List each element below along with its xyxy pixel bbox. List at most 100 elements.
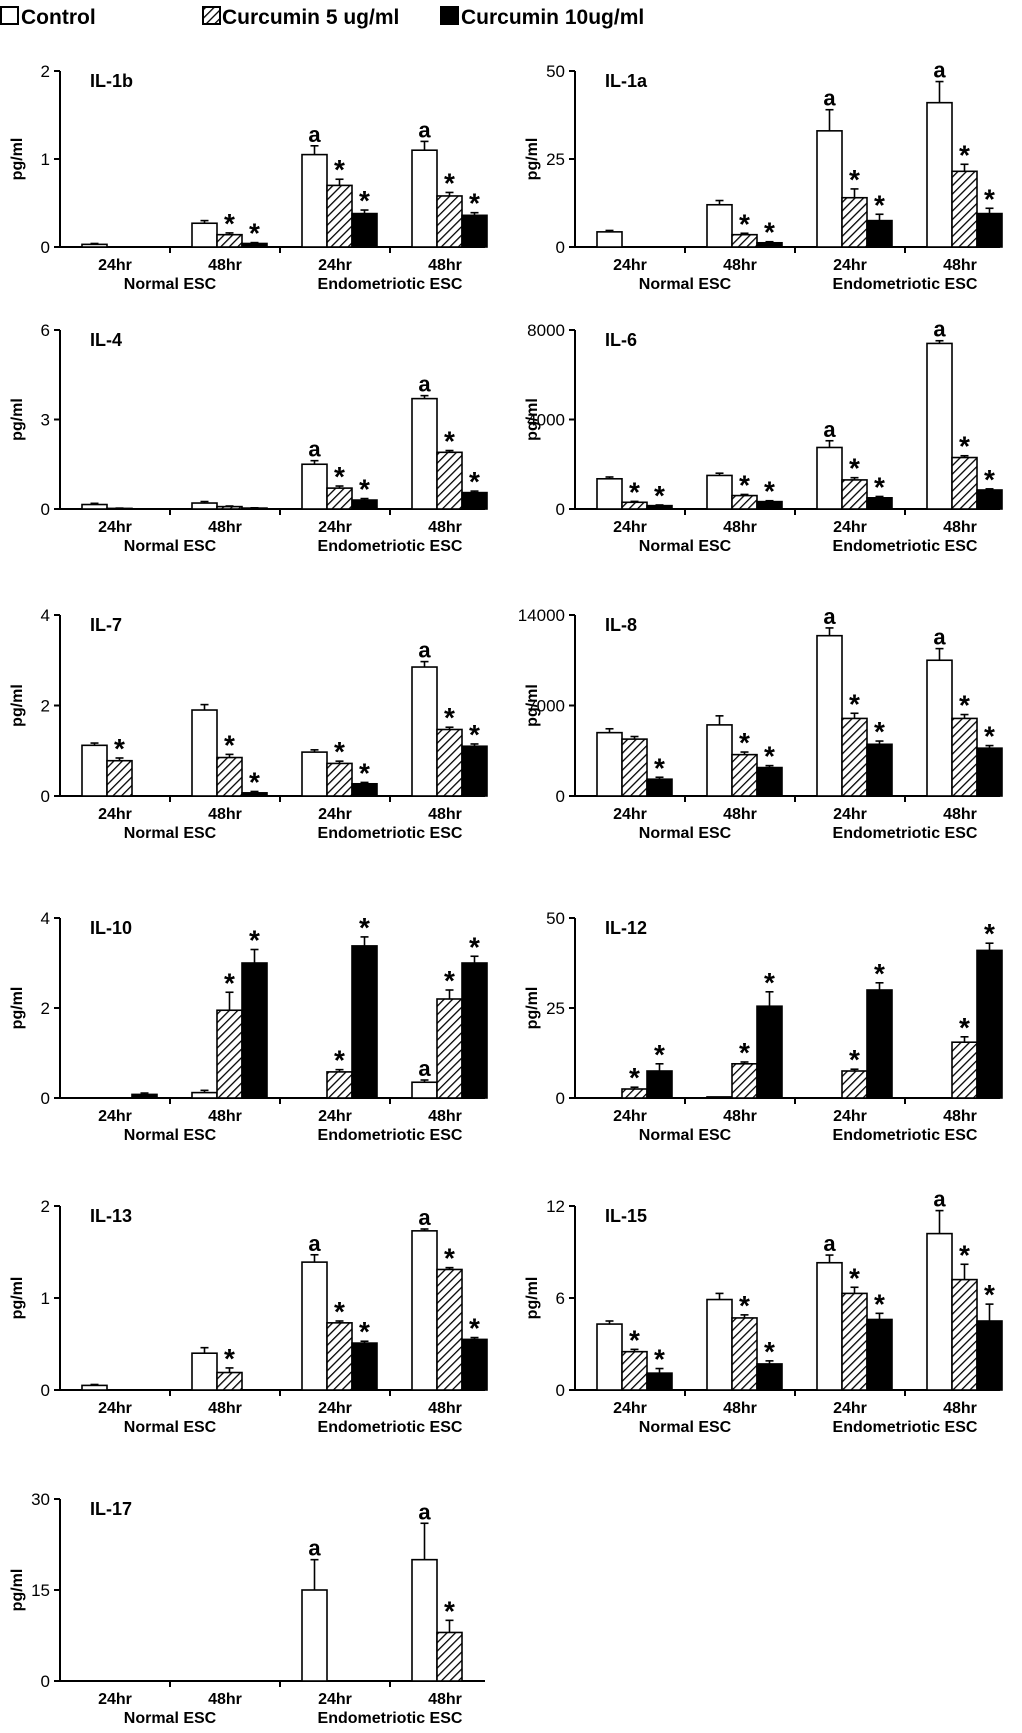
- significance-letter: a: [308, 1231, 321, 1256]
- group-label: Endometriotic ESC: [318, 1710, 463, 1727]
- x-tick-label: 24hr: [613, 519, 647, 536]
- bar-control: [411, 1081, 438, 1099]
- significance-star: *: [984, 721, 995, 752]
- x-tick-label: 24hr: [98, 806, 132, 823]
- bar-control: [706, 1298, 733, 1391]
- x-tick-label: 48hr: [428, 1400, 462, 1417]
- significance-star: *: [849, 1262, 860, 1293]
- x-tick-label: 24hr: [833, 1400, 867, 1417]
- panel-title: IL-12: [605, 918, 647, 938]
- x-tick-label: 48hr: [428, 519, 462, 536]
- significance-star: *: [874, 958, 885, 989]
- significance-star: *: [469, 188, 480, 219]
- significance-star: *: [984, 183, 995, 214]
- y-axis-label: pg/ml: [524, 684, 541, 727]
- y-tick-label: 7000: [527, 697, 565, 716]
- y-axis-label: pg/ml: [524, 138, 541, 181]
- legend-swatch-control: [0, 6, 19, 25]
- bar-control: [816, 634, 843, 797]
- y-tick-label: 2: [41, 1197, 50, 1216]
- significance-star: *: [359, 757, 370, 788]
- bar-control: [191, 1091, 218, 1099]
- significance-star: *: [984, 1279, 995, 1310]
- group-label: Endometriotic ESC: [833, 825, 978, 842]
- group-label: Endometriotic ESC: [318, 1127, 463, 1144]
- y-axis-label: pg/ml: [524, 987, 541, 1030]
- significance-star: *: [849, 453, 860, 484]
- y-tick-label: 0: [41, 1672, 50, 1691]
- significance-star: *: [224, 1343, 235, 1374]
- significance-star: *: [114, 733, 125, 764]
- bar-curcumin-10: [646, 1372, 673, 1391]
- significance-letter: a: [308, 437, 321, 462]
- chart-il-17: 0 15 30 pg/ml IL-17 24hr 48hr a 24hr a * 48hr Normal…: [9, 1490, 485, 1727]
- bar-curcumin-10: [756, 1005, 783, 1099]
- bar-curcumin-10: [976, 212, 1003, 248]
- y-axis-label: pg/ml: [9, 987, 26, 1030]
- significance-star: *: [334, 736, 345, 767]
- significance-star: *: [984, 464, 995, 495]
- significance-star: *: [469, 719, 480, 750]
- bar-curcumin-5: [106, 759, 133, 797]
- bar-control: [301, 751, 328, 797]
- bar-control: [411, 1230, 438, 1391]
- x-tick-label: 24hr: [613, 806, 647, 823]
- y-tick-label: 2: [41, 62, 50, 81]
- significance-letter: a: [418, 117, 431, 142]
- group-label: Endometriotic ESC: [833, 1127, 978, 1144]
- significance-star: *: [469, 466, 480, 497]
- significance-star: *: [959, 1012, 970, 1043]
- significance-star: *: [469, 1313, 480, 1344]
- bar-curcumin-10: [866, 1318, 893, 1391]
- bar-curcumin-5: [951, 717, 978, 797]
- significance-star: *: [654, 1344, 665, 1375]
- y-tick-label: 4: [41, 606, 50, 625]
- bar-curcumin-5: [731, 753, 758, 797]
- bar-control: [816, 1261, 843, 1391]
- legend-item-control: Control: [0, 6, 96, 29]
- group-label: Normal ESC: [124, 538, 217, 555]
- y-tick-label: 6: [41, 321, 50, 340]
- legend-label-control: Control: [21, 6, 96, 29]
- significance-star: *: [959, 431, 970, 462]
- significance-star: *: [874, 471, 885, 502]
- bar-curcumin-10: [351, 212, 378, 248]
- chart-il-12: 0 25 50 pg/ml IL-12 * * 24hr * * 48hr * * 24hr * * 48hr N…: [524, 909, 1003, 1144]
- x-tick-label: 24hr: [833, 1108, 867, 1125]
- significance-star: *: [739, 1290, 750, 1321]
- bar-curcumin-5: [951, 170, 978, 248]
- bar-curcumin-10: [756, 766, 783, 797]
- significance-star: *: [764, 217, 775, 248]
- panel-title: IL-1b: [90, 71, 133, 91]
- significance-star: *: [359, 185, 370, 216]
- y-axis-label: pg/ml: [524, 1277, 541, 1320]
- y-tick-label: 3: [41, 411, 50, 430]
- significance-star: *: [739, 727, 750, 758]
- bar-curcumin-10: [461, 1338, 488, 1391]
- significance-star: *: [444, 1595, 455, 1626]
- significance-star: *: [849, 164, 860, 195]
- y-tick-label: 50: [546, 909, 565, 928]
- y-tick-label: 0: [556, 500, 565, 519]
- bar-curcumin-5: [436, 998, 463, 1099]
- legend-swatch-curcumin-10: [440, 6, 459, 25]
- y-tick-label: 4000: [527, 411, 565, 430]
- x-tick-label: 24hr: [318, 257, 352, 274]
- x-tick-label: 48hr: [428, 1108, 462, 1125]
- x-tick-label: 24hr: [318, 1691, 352, 1708]
- significance-letter: a: [418, 372, 431, 397]
- group-label: Normal ESC: [124, 1710, 217, 1727]
- legend-label-curcumin-10: Curcumin 10ug/ml: [461, 6, 644, 29]
- bar-control: [706, 1096, 733, 1099]
- group-label: Endometriotic ESC: [318, 825, 463, 842]
- x-tick-label: 48hr: [208, 1400, 242, 1417]
- group-label: Normal ESC: [124, 1419, 217, 1436]
- significance-star: *: [849, 1044, 860, 1075]
- significance-star: *: [359, 1316, 370, 1347]
- y-axis-label: pg/ml: [9, 1277, 26, 1320]
- bar-curcumin-10: [976, 949, 1003, 1099]
- significance-star: *: [739, 208, 750, 239]
- significance-star: *: [959, 690, 970, 721]
- group-label: Normal ESC: [639, 1127, 732, 1144]
- bar-curcumin-10: [461, 745, 488, 797]
